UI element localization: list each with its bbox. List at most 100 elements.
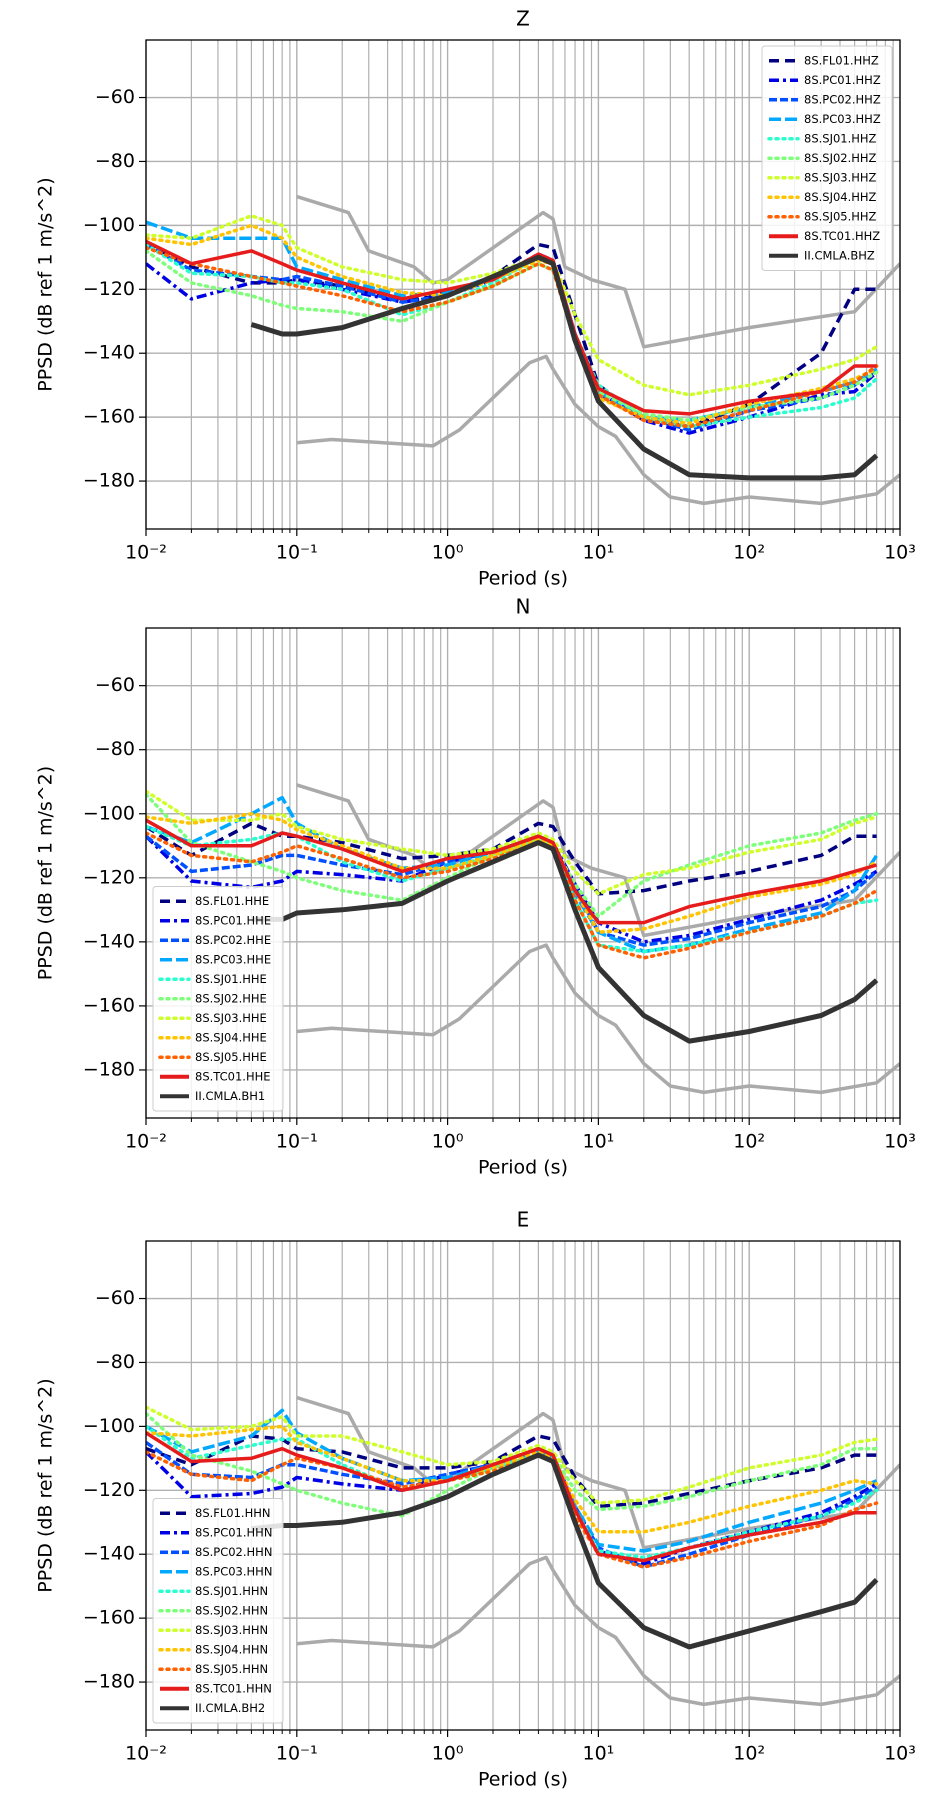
- panel: 10⁻² 10⁻¹ 10⁰ 10¹ 10² 10³ −60 −80 −100 −120 −140 −1…: [35, 595, 916, 1179]
- x-tick-label: 10⁻¹: [276, 1743, 318, 1765]
- legend-label: 8S.SJ03.HHZ: [804, 170, 877, 184]
- y-tick-label: −120: [83, 278, 135, 300]
- legend: 8S.FL01.HHN 8S.PC01.HHN 8S.PC02.HHN 8S.PC03…: [152, 1498, 284, 1724]
- x-tick-label: 10³: [884, 542, 916, 564]
- legend-label: 8S.SJ03.HHN: [195, 1623, 268, 1637]
- panel: 10⁻² 10⁻¹ 10⁰ 10¹ 10² 10³ −60 −80 −100 −120 −140 −1…: [35, 1208, 916, 1791]
- series-line: [146, 812, 879, 934]
- series-line: [146, 789, 879, 896]
- series-line: [146, 831, 879, 960]
- y-tick-label: −180: [83, 470, 135, 492]
- chart-title: E: [517, 1208, 530, 1232]
- legend-label: 8S.PC02.HHN: [195, 1545, 272, 1559]
- legend-label: 8S.SJ04.HHZ: [804, 190, 877, 204]
- legend-label: II.CMLA.BH2: [195, 1701, 265, 1715]
- legend-label: 8S.FL01.HHZ: [804, 53, 879, 67]
- y-tick-label: −160: [83, 994, 135, 1016]
- plot-lines: [146, 1395, 900, 1707]
- legend-box: [761, 45, 893, 271]
- legend-box: [152, 886, 284, 1112]
- series-line: [146, 223, 879, 426]
- reference-line: [296, 1555, 900, 1707]
- y-tick-label: −60: [95, 1287, 135, 1309]
- y-tick-label: −60: [95, 86, 135, 108]
- y-tick-label: −80: [95, 150, 135, 172]
- legend-label: 8S.TC01.HHN: [195, 1681, 272, 1695]
- y-tick-label: −120: [83, 866, 135, 888]
- chart-title: N: [516, 595, 531, 619]
- plot-lines: [146, 783, 900, 1095]
- series-line: [146, 818, 878, 925]
- x-tick-label: 10¹: [583, 542, 615, 564]
- reference-line: [296, 943, 900, 1095]
- legend-label: 8S.PC01.HHE: [195, 913, 271, 927]
- series-line: [251, 1452, 879, 1650]
- x-axis-label: Period (s): [478, 568, 568, 590]
- series-line: [146, 1424, 879, 1534]
- y-tick-label: −180: [83, 1058, 135, 1080]
- y-axis-label: PPSD (dB ref 1 m/s^2): [35, 766, 57, 980]
- legend-label: 8S.PC03.HHN: [195, 1564, 272, 1578]
- legend-label: 8S.TC01.HHZ: [804, 229, 880, 243]
- y-tick-label: −180: [83, 1671, 135, 1693]
- x-axis-label: Period (s): [478, 1769, 568, 1791]
- legend-label: II.CMLA.BHZ: [804, 248, 875, 262]
- y-tick-label: −100: [83, 802, 135, 824]
- plot-frame: [145, 39, 901, 530]
- y-tick-label: −160: [83, 1607, 135, 1629]
- x-tick-label: 10⁻¹: [276, 542, 318, 564]
- legend-label: 8S.PC01.HHN: [195, 1525, 272, 1539]
- legend-label: II.CMLA.BH1: [195, 1089, 265, 1103]
- legend-box: [152, 1498, 284, 1724]
- legend-label: 8S.SJ02.HHN: [195, 1603, 268, 1617]
- reference-line: [296, 1395, 900, 1550]
- legend-label: 8S.PC02.HHE: [195, 933, 271, 947]
- plot-frame: [145, 627, 901, 1119]
- x-axis-label: Period (s): [478, 1157, 568, 1179]
- legend-label: 8S.PC03.HHE: [195, 952, 271, 966]
- x-tick-label: 10⁻²: [125, 1743, 167, 1765]
- plot-frame: [145, 1240, 901, 1731]
- legend-label: 8S.SJ01.HHE: [195, 972, 267, 986]
- legend-label: 8S.TC01.HHE: [195, 1069, 271, 1083]
- reference-line: [296, 194, 900, 349]
- series-line: [146, 245, 879, 429]
- legend: 8S.FL01.HHE 8S.PC01.HHE 8S.PC02.HHE 8S.PC03…: [152, 886, 284, 1112]
- x-tick-label: 10¹: [583, 1131, 615, 1153]
- y-tick-label: −100: [83, 214, 135, 236]
- series-line: [251, 840, 879, 1044]
- legend: 8S.FL01.HHZ 8S.PC01.HHZ 8S.PC02.HHZ 8S.PC03…: [761, 45, 893, 271]
- chart-title: Z: [516, 7, 530, 31]
- panel: 10⁻² 10⁻¹ 10⁰ 10¹ 10² 10³ −60 −80 −100 −120 −140 −1…: [35, 7, 916, 590]
- y-tick-label: −140: [83, 930, 135, 952]
- x-tick-label: 10⁻²: [125, 1131, 167, 1153]
- legend-label: 8S.SJ02.HHE: [195, 991, 267, 1005]
- x-tick-label: 10²: [733, 542, 765, 564]
- y-tick-label: −160: [83, 406, 135, 428]
- legend-label: 8S.PC02.HHZ: [804, 92, 881, 106]
- y-tick-label: −100: [83, 1415, 135, 1437]
- y-tick-label: −80: [95, 738, 135, 760]
- x-tick-label: 10⁰: [432, 1743, 464, 1765]
- legend-label: 8S.FL01.HHE: [195, 894, 269, 908]
- y-tick-label: −120: [83, 1479, 135, 1501]
- y-axis-label: PPSD (dB ref 1 m/s^2): [35, 177, 57, 391]
- x-tick-label: 10³: [884, 1131, 916, 1153]
- x-tick-label: 10⁰: [432, 542, 464, 564]
- series-line: [250, 254, 879, 481]
- legend-label: 8S.SJ04.HHE: [195, 1030, 267, 1044]
- y-tick-label: −60: [95, 674, 135, 696]
- y-tick-label: −80: [95, 1351, 135, 1373]
- x-tick-label: 10³: [884, 1743, 916, 1765]
- legend-label: 8S.SJ05.HHN: [195, 1662, 268, 1676]
- series-line: [146, 1431, 877, 1563]
- x-tick-label: 10²: [733, 1743, 765, 1765]
- x-tick-label: 10⁻¹: [276, 1131, 318, 1153]
- legend-label: 8S.SJ03.HHE: [195, 1011, 267, 1025]
- legend-label: 8S.SJ05.HHE: [195, 1050, 267, 1064]
- series-line: [146, 239, 877, 416]
- series-line: [146, 1405, 879, 1505]
- legend-label: 8S.SJ02.HHZ: [804, 151, 877, 165]
